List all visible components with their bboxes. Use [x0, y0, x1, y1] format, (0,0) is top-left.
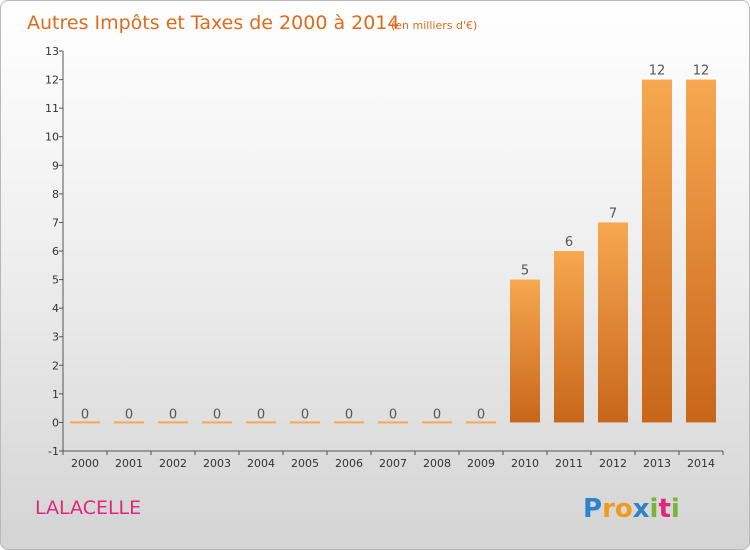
x-tick-label: 2008 — [423, 457, 451, 470]
bar-value-label: 0 — [301, 407, 309, 422]
bar-value-label: 0 — [345, 407, 353, 422]
y-tick-label: 6 — [52, 245, 59, 258]
brand-letter: r — [602, 494, 615, 524]
x-tick-label: 2009 — [467, 457, 495, 470]
y-tick-label: 0 — [52, 416, 59, 429]
y-tick-label: 11 — [45, 102, 59, 115]
brand-letter: i — [650, 494, 659, 524]
bar-value-label: 6 — [565, 235, 573, 250]
bar — [510, 279, 540, 423]
x-tick-label: 2007 — [379, 457, 407, 470]
bar-value-label: 5 — [521, 264, 529, 279]
chart-title: Autres Impôts et Taxes de 2000 à 2014 — [27, 12, 400, 34]
y-tick-label: 1 — [52, 388, 59, 401]
x-tick-label: 2013 — [643, 457, 671, 470]
brand-letter: o — [615, 494, 633, 524]
y-tick-label: 3 — [52, 331, 59, 344]
bar-value-label: 0 — [257, 407, 265, 422]
bar-value-label: 0 — [389, 407, 397, 422]
y-tick-label: 9 — [52, 159, 59, 172]
chart-subtitle: (en milliers d'€) — [391, 19, 477, 32]
bar — [642, 79, 672, 423]
bar — [686, 79, 716, 423]
bar-value-label: 7 — [609, 206, 617, 221]
bar-value-label: 12 — [649, 64, 666, 79]
commune-name: LALACELLE — [35, 497, 141, 519]
brand-letter: i — [671, 494, 680, 524]
bar-value-label: 0 — [169, 407, 177, 422]
bar-zero — [114, 421, 144, 424]
x-tick-label: 2000 — [71, 457, 99, 470]
x-tick-label: 2004 — [247, 457, 275, 470]
bar-zero — [202, 421, 232, 424]
y-tick-label: 4 — [52, 302, 59, 315]
x-tick-label: 2012 — [599, 457, 627, 470]
y-tick-label: 12 — [45, 74, 59, 87]
bar-zero — [378, 421, 408, 424]
bar — [598, 222, 628, 423]
y-tick-label: 5 — [52, 274, 59, 287]
brand-letter: P — [583, 494, 602, 524]
x-tick-label: 2003 — [203, 457, 231, 470]
x-tick-label: 2014 — [687, 457, 715, 470]
brand-letter: t — [658, 494, 670, 524]
bar-value-label: 0 — [125, 407, 133, 422]
bar-value-label: 0 — [213, 407, 221, 422]
bar-zero — [246, 421, 276, 424]
y-tick-label: 8 — [52, 188, 59, 201]
x-tick-label: 2005 — [291, 457, 319, 470]
brand-letter: x — [633, 494, 650, 524]
bar-zero — [290, 421, 320, 424]
x-tick-label: 2011 — [555, 457, 583, 470]
bar — [554, 251, 584, 423]
bar-zero — [466, 421, 496, 424]
bar-zero — [422, 421, 452, 424]
y-tick-label: -1 — [48, 445, 59, 458]
y-tick-label: 7 — [52, 216, 59, 229]
data-labels: 0 0 0 0 0 0 0 0 0 0 5 6 7 12 12 — [81, 64, 709, 423]
bar-zero — [158, 421, 188, 424]
bar-zero — [70, 421, 100, 424]
bar-value-label: 0 — [433, 407, 441, 422]
y-tick-label: 10 — [45, 131, 59, 144]
y-tick-label: 2 — [52, 359, 59, 372]
x-tick-label: 2001 — [115, 457, 143, 470]
bars — [70, 79, 716, 424]
y-tick-label: 13 — [45, 45, 59, 58]
x-tick-label: 2006 — [335, 457, 363, 470]
bar-value-label: 12 — [693, 64, 710, 79]
bar-zero — [334, 421, 364, 424]
bar-value-label: 0 — [477, 407, 485, 422]
proxiti-logo: Proxiti — [583, 494, 680, 524]
bar-value-label: 0 — [81, 407, 89, 422]
x-tick-label: 2002 — [159, 457, 187, 470]
x-tick-label: 2010 — [511, 457, 539, 470]
